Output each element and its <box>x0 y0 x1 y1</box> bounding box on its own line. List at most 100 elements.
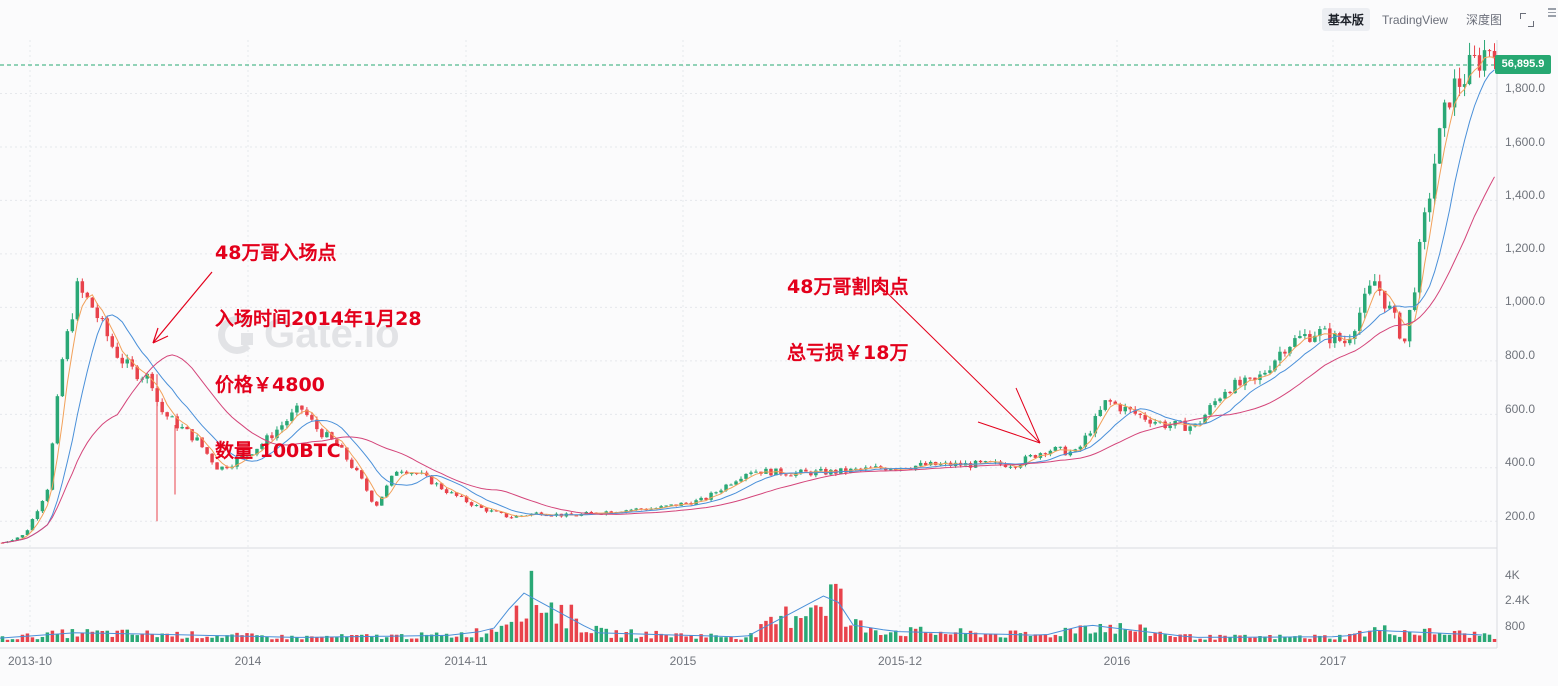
volume-bar <box>1183 634 1187 642</box>
volume-bar <box>150 634 154 642</box>
volume-bar <box>1293 636 1297 642</box>
candle <box>160 401 164 413</box>
candle <box>1417 241 1422 293</box>
volume-bar <box>744 637 748 642</box>
volume-bar <box>404 639 409 642</box>
volume-bar <box>1218 634 1222 642</box>
candle <box>1477 55 1482 71</box>
candle <box>789 475 793 477</box>
candle <box>1163 421 1167 429</box>
volume-bar <box>180 638 184 642</box>
candle <box>454 492 459 496</box>
tab-tradingview[interactable]: TradingView <box>1381 12 1448 27</box>
candle <box>1467 54 1472 85</box>
candle <box>45 489 50 502</box>
candle <box>150 373 154 389</box>
candle <box>1263 372 1267 375</box>
candle <box>1353 331 1357 339</box>
volume-bar <box>864 632 868 642</box>
volume-bar <box>659 633 663 642</box>
volume-bar <box>464 637 469 642</box>
volume-bar <box>100 630 105 642</box>
candle <box>1437 128 1442 164</box>
candle <box>399 471 404 473</box>
candle <box>1482 50 1487 71</box>
candle <box>340 445 344 448</box>
candle <box>200 437 204 448</box>
volume-bar <box>1402 630 1407 642</box>
fullscreen-icon[interactable] <box>1520 12 1534 27</box>
volume-bar <box>729 636 733 642</box>
candle <box>429 475 434 485</box>
volume-bar <box>365 634 369 642</box>
volume-bar <box>679 633 683 642</box>
volume-bar <box>963 633 968 642</box>
candle <box>1452 78 1457 108</box>
candle <box>1083 435 1088 447</box>
volume-bar <box>85 629 90 642</box>
volume-bar <box>639 636 643 642</box>
volume-bar <box>115 630 120 642</box>
candle <box>384 485 389 497</box>
candle <box>1293 338 1297 347</box>
candle <box>350 459 354 468</box>
tab-basic[interactable]: 基本版 <box>1321 8 1370 31</box>
volume-bar <box>739 639 743 642</box>
volume-bar <box>509 621 514 642</box>
volume-bar <box>275 638 279 642</box>
candle <box>664 505 668 507</box>
volume-bar <box>1198 638 1202 642</box>
volume-bar <box>1093 632 1098 642</box>
candle <box>459 495 464 497</box>
volume-bar <box>60 629 65 642</box>
candle <box>255 448 259 455</box>
volume-bar <box>1028 635 1033 642</box>
candle <box>844 468 848 473</box>
volume-bar <box>559 604 564 642</box>
volume-bar <box>10 639 15 642</box>
volume-bar <box>1437 633 1442 642</box>
tab-depth-chart[interactable]: 深度图 <box>1465 13 1502 27</box>
volume-bar <box>719 637 723 642</box>
volume-bar <box>1203 639 1207 642</box>
candle <box>1243 377 1247 386</box>
volume-bar <box>240 635 244 642</box>
menu-icon[interactable] <box>1548 6 1556 19</box>
volume-bar <box>1392 635 1397 642</box>
volume-bar <box>1452 630 1457 642</box>
volume-bar <box>1278 634 1282 642</box>
candle <box>1183 420 1187 431</box>
candle <box>1348 338 1352 344</box>
volume-bar <box>379 638 384 642</box>
volume-bar <box>749 633 753 642</box>
volume-bar <box>1358 630 1362 642</box>
volume-bar <box>449 637 454 642</box>
volume-bar <box>1248 637 1252 642</box>
candle <box>1318 329 1322 336</box>
volume-bar <box>829 584 833 642</box>
candle <box>1233 379 1237 394</box>
volume-bar <box>389 634 394 642</box>
volume-bar <box>1427 628 1432 642</box>
volume-bar <box>674 633 678 642</box>
y-tick-label: 1,800.0 <box>1505 81 1546 95</box>
volume-bar <box>539 612 544 642</box>
volume-bar <box>534 605 539 642</box>
volume-bar <box>779 615 783 642</box>
volume-bar <box>394 634 399 642</box>
candle <box>1298 336 1302 339</box>
volume-bar <box>170 636 174 642</box>
volume-bar <box>325 635 329 642</box>
volume-bar <box>434 632 439 642</box>
volume-bar <box>1208 634 1212 642</box>
candle <box>295 405 299 413</box>
volume-bar <box>888 632 893 642</box>
volume-bar <box>554 623 559 642</box>
volume-bar <box>993 634 998 642</box>
volume-bar <box>1298 635 1302 642</box>
entry-arrowhead <box>152 327 169 344</box>
volume-bar <box>1108 624 1113 642</box>
volume-average-line <box>0 592 1483 639</box>
candle <box>394 471 399 476</box>
